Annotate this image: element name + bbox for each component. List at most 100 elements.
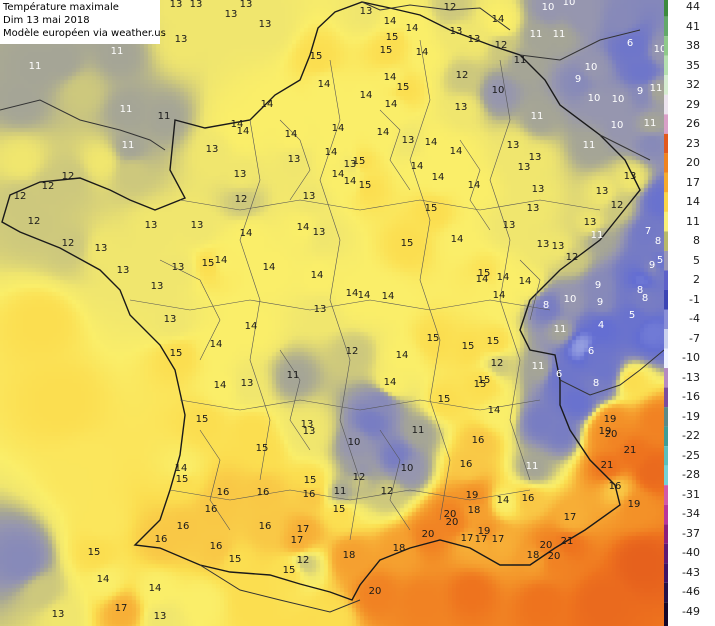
temperature-label: 10: [562, 0, 576, 8]
temperature-label: 14: [381, 291, 395, 302]
legend-swatch: [664, 309, 668, 330]
legend-swatch: [664, 563, 668, 583]
temperature-label: 12: [234, 194, 248, 205]
legend-swatch: [664, 602, 668, 626]
temperature-label: 13: [116, 265, 130, 276]
temperature-label: 15: [195, 414, 209, 425]
legend-swatch: [664, 348, 668, 369]
temperature-label: 17: [290, 535, 304, 546]
temperature-label: 21: [600, 460, 614, 471]
temperature-label: 15: [282, 565, 296, 576]
legend-label: -40: [682, 546, 700, 560]
temperature-label: 17: [114, 603, 128, 614]
legend-label: 41: [686, 19, 700, 33]
temperature-label: 10: [653, 44, 664, 55]
temperature-label: 15: [424, 203, 438, 214]
temperature-label: 12: [296, 555, 310, 566]
italy-border: [559, 349, 664, 396]
temperature-label: 15: [473, 379, 487, 390]
legend-label: -46: [682, 585, 700, 599]
temperature-label: 15: [175, 474, 189, 485]
temperature-label: 14: [209, 339, 223, 350]
legend-label: -34: [682, 507, 700, 521]
temperature-label: 17: [296, 524, 310, 535]
temperature-label: 15: [486, 336, 500, 347]
legend-swatch: [664, 55, 668, 76]
temperature-label: 11: [525, 461, 539, 472]
temperature-label: 13: [595, 186, 609, 197]
temperature-label: 20: [539, 540, 553, 551]
temperature-label: 15: [255, 443, 269, 454]
temperature-label: 13: [531, 184, 545, 195]
temperature-label: 14: [492, 290, 506, 301]
temperature-label: 12: [455, 70, 469, 81]
temperature-label: 14: [518, 276, 532, 287]
temperature-label: 13: [401, 135, 415, 146]
temperature-label: 13: [449, 26, 463, 37]
temperature-label: 9: [636, 86, 644, 97]
temperature-label: 15: [437, 394, 451, 405]
temperature-label: 16: [209, 541, 223, 552]
temperature-label: 15: [309, 51, 323, 62]
temperature-label: 13: [583, 217, 597, 228]
temperature-label: 10: [563, 294, 577, 305]
temperature-label: 21: [623, 445, 637, 456]
legend-swatch: [664, 16, 668, 37]
temperature-label: 9: [574, 74, 582, 85]
temperature-label: 13: [258, 19, 272, 30]
temperature-label: 13: [224, 9, 238, 20]
temperature-label: 14: [395, 350, 409, 361]
map-date: Dim 13 mai 2018: [3, 15, 90, 26]
temperature-label: 15: [87, 547, 101, 558]
temperature-label: 18: [467, 505, 481, 516]
temperature-label: 13: [240, 378, 254, 389]
temperature-label: 6: [555, 369, 563, 380]
uk-coast: [0, 99, 166, 151]
temperature-label: 19: [598, 426, 612, 437]
temperature-label: 14: [357, 290, 371, 301]
temperature-label: 15: [385, 32, 399, 43]
legend-swatch: [664, 36, 668, 56]
region-borders: [129, 39, 601, 541]
temperature-label: 9: [594, 280, 602, 291]
temperature-label: 9: [596, 297, 604, 308]
temperature-label: 11: [552, 29, 566, 40]
temperature-label: 14: [410, 161, 424, 172]
spain-border: [199, 564, 361, 613]
legend-label: -28: [682, 468, 700, 482]
legend-label: 38: [686, 39, 700, 53]
temperature-label: 13: [302, 191, 316, 202]
temperature-label: 13: [233, 169, 247, 180]
temperature-label: 16: [608, 481, 622, 492]
temperature-label: 19: [627, 499, 641, 510]
temperature-label: 12: [380, 486, 394, 497]
temperature-label: 10: [584, 62, 598, 73]
temperature-label: 14: [310, 270, 324, 281]
temperature-label: 13: [551, 241, 565, 252]
temperature-label: 20: [604, 429, 618, 440]
temperature-label: 5: [628, 310, 636, 321]
temperature-label: 13: [467, 34, 481, 45]
temperature-label: 14: [324, 147, 338, 158]
temperature-label: 15: [303, 475, 317, 486]
temperature-label: 14: [475, 274, 489, 285]
temperature-label: 15: [352, 156, 366, 167]
temperature-label: 14: [214, 255, 228, 266]
legend-label: 44: [686, 0, 700, 13]
temperature-label: 13: [536, 239, 550, 250]
temperature-label: 13: [300, 419, 314, 430]
temperature-label: 10: [400, 463, 414, 474]
temperature-label: 14: [383, 16, 397, 27]
temperature-label: 8: [641, 293, 649, 304]
temperature-label: 11: [649, 83, 663, 94]
temperature-label: 13: [171, 262, 185, 273]
legend-swatch: [664, 407, 668, 427]
legend-swatch: [664, 133, 668, 154]
legend-swatch: [664, 289, 668, 310]
legend-swatch: [664, 211, 668, 232]
legend-swatch: [664, 0, 668, 17]
legend-swatch: [664, 270, 668, 290]
temperature-label: 19: [477, 526, 491, 537]
france-outline: [1, 1, 641, 601]
